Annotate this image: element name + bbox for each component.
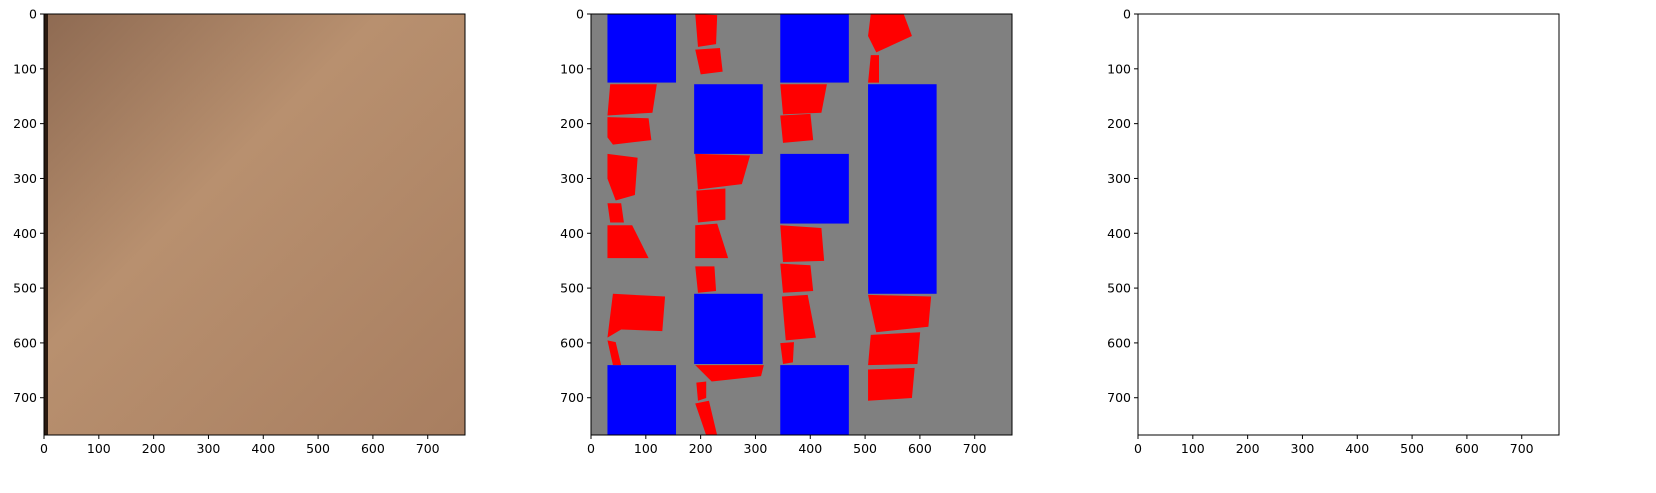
y-tick-label: 0 [1123,7,1131,22]
x-tick-label: 100 [87,441,111,456]
x-tick-label: 400 [798,441,822,456]
x-tick-label: 0 [40,441,48,456]
x-tick-label: 200 [1236,441,1260,456]
y-tick-label: 100 [13,61,37,76]
y-tick-label: 400 [1107,226,1131,241]
x-tick-label: 300 [744,441,768,456]
image-photo [44,14,465,435]
y-tick-label: 500 [560,281,584,296]
axes-frame [1137,13,1560,436]
y-tick-label: 700 [1107,390,1131,405]
x-tick-label: 400 [251,441,275,456]
y-tick-label: 100 [560,61,584,76]
x-tick-label: 500 [853,441,877,456]
y-tick-label: 0 [576,7,584,22]
x-tick-label: 500 [1400,441,1424,456]
x-tick-label: 300 [197,441,221,456]
x-tick-label: 600 [361,441,385,456]
image-binarized [1138,14,1559,435]
x-tick-label: 200 [142,441,166,456]
y-tick-label: 500 [1107,281,1131,296]
image-segmentation [591,14,1013,436]
y-tick-label: 400 [560,226,584,241]
y-tick-label: 600 [560,335,584,350]
x-tick-label: 700 [963,441,987,456]
x-tick-label: 300 [1291,441,1315,456]
x-tick-label: 100 [1181,441,1205,456]
axes-frame [590,13,1013,436]
y-tick-label: 200 [1107,116,1131,131]
x-tick-label: 700 [416,441,440,456]
x-tick-label: 100 [634,441,658,456]
y-tick-label: 500 [13,281,37,296]
y-tick-label: 600 [13,335,37,350]
x-tick-label: 600 [1455,441,1479,456]
y-tick-label: 600 [1107,335,1131,350]
y-tick-label: 200 [560,116,584,131]
x-tick-label: 200 [689,441,713,456]
x-tick-label: 0 [1134,441,1142,456]
y-tick-label: 400 [13,226,37,241]
x-tick-label: 400 [1345,441,1369,456]
x-tick-label: 500 [306,441,330,456]
y-tick-label: 0 [29,7,37,22]
y-tick-label: 700 [560,390,584,405]
x-tick-label: 700 [1510,441,1534,456]
y-tick-label: 300 [560,171,584,186]
y-tick-label: 300 [1107,171,1131,186]
y-tick-label: 700 [13,390,37,405]
x-tick-label: 600 [908,441,932,456]
y-tick-label: 100 [1107,61,1131,76]
x-tick-label: 0 [587,441,595,456]
axes-frame [43,13,466,436]
y-tick-label: 300 [13,171,37,186]
y-tick-label: 200 [13,116,37,131]
